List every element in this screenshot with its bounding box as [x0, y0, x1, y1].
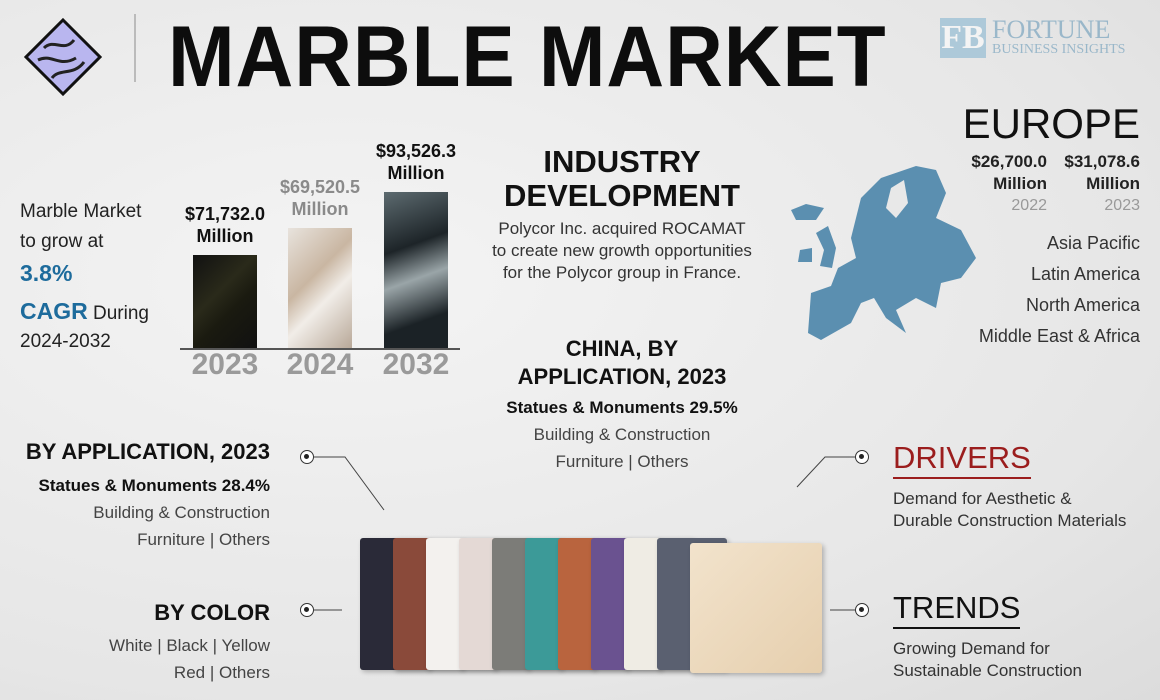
connector-dot: [300, 450, 314, 464]
europe-year: 2022: [1011, 197, 1047, 214]
application-line: Furniture | Others: [137, 530, 270, 549]
growth-line1: Marble Market: [20, 201, 142, 222]
bar-year-label: 2024: [286, 348, 354, 381]
china-title-line2: APPLICATION, 2023: [517, 364, 727, 389]
marble-logo-icon: [23, 17, 103, 101]
header-divider: [134, 14, 136, 82]
bar-value-label: $93,526.3 Million: [361, 140, 471, 184]
bar-2024: [288, 228, 352, 348]
connector-dot: [855, 603, 869, 617]
bar-unit: Million: [196, 226, 254, 246]
europe-title: EUROPE: [962, 100, 1140, 147]
china-line: Furniture | Others: [555, 452, 689, 471]
during-text: During: [93, 303, 149, 324]
drivers-line: Demand for Aesthetic &: [893, 489, 1072, 508]
color-line: Red | Others: [173, 663, 270, 682]
trends-line: Sustainable Construction: [893, 661, 1083, 680]
europe-unit: Million: [993, 174, 1047, 193]
bar-year-label: 2023: [191, 348, 259, 381]
europe-value: $31,078.6: [1064, 152, 1140, 171]
tile: [690, 543, 822, 673]
by-application-title: BY APPLICATION, 2023: [25, 439, 270, 464]
industry-line: Polycor Inc. acquired ROCAMAT: [498, 219, 746, 238]
bar-2023: [193, 255, 257, 348]
bar-value: $93,526.3: [375, 141, 457, 161]
growth-period: 2024-2032: [20, 331, 111, 352]
europe-year: 2023: [1104, 197, 1140, 214]
region-item: Asia Pacific: [1046, 233, 1140, 253]
brand-name: FORTUNE: [992, 15, 1111, 44]
industry-title: INDUSTRY DEVELOPMENT: [462, 145, 782, 213]
by-color-list: White | Black | Yellow Red | Others: [0, 632, 270, 686]
region-item: North America: [1025, 295, 1140, 315]
industry-title-line1: INDUSTRY: [543, 144, 701, 179]
china-text: Statues & Monuments 29.5% Building & Con…: [462, 394, 782, 475]
industry-line: to create new growth opportunities: [492, 241, 752, 260]
region-item: Latin America: [1030, 264, 1140, 284]
china-line: Statues & Monuments 29.5%: [506, 398, 738, 417]
industry-text: Polycor Inc. acquired ROCAMAT to create …: [462, 218, 782, 284]
connector-dot: [855, 450, 869, 464]
bar-year-label: 2032: [382, 348, 450, 381]
bar-baseline: [180, 348, 460, 350]
industry-line: for the Polycor group in France.: [502, 263, 742, 282]
fortune-logo: FB FORTUNE BUSINESS INSIGHTS: [940, 15, 1126, 58]
bar-2032: [384, 192, 448, 348]
cagr-label: CAGR: [20, 298, 88, 324]
bar-value: $71,732.0: [184, 204, 266, 224]
europe-value-2022: $26,700.0 Million 2022: [940, 151, 1047, 217]
bar-value-label: $69,520.5 Million: [265, 176, 375, 220]
connector-dot: [300, 603, 314, 617]
europe-map-icon: [786, 158, 986, 363]
drivers-line: Durable Construction Materials: [893, 511, 1127, 530]
trends-line: Growing Demand for: [893, 639, 1050, 658]
trends-title: TRENDS: [893, 590, 1021, 629]
by-color-title: BY COLOR: [154, 600, 270, 625]
bar-unit: Million: [387, 163, 445, 183]
growth-line2: to grow at: [20, 231, 104, 252]
fb-logo-icon: FB: [940, 18, 986, 58]
bar-value: $69,520.5: [279, 177, 361, 197]
drivers-text: Demand for Aesthetic & Durable Construct…: [893, 488, 1126, 532]
europe-unit: Million: [1086, 174, 1140, 193]
color-line: White | Black | Yellow: [109, 636, 270, 655]
bar-value-label: $71,732.0 Million: [170, 203, 280, 247]
china-title-line1: CHINA, BY: [565, 336, 679, 361]
page-title: MARBLE MARKET: [168, 9, 887, 105]
bar-unit: Million: [291, 199, 349, 219]
application-line: Building & Construction: [93, 503, 270, 522]
europe-value: $26,700.0: [971, 152, 1047, 171]
application-line: Statues & Monuments 28.4%: [38, 476, 270, 495]
trends-text: Growing Demand for Sustainable Construct…: [893, 638, 1082, 682]
china-line: Building & Construction: [533, 425, 711, 444]
europe-value-2023: $31,078.6 Million 2023: [1040, 151, 1140, 217]
region-item: Middle East & Africa: [978, 326, 1140, 346]
brand-subtitle: BUSINESS INSIGHTS: [992, 42, 1126, 57]
by-application-list: Statues & Monuments 28.4% Building & Con…: [0, 472, 270, 553]
cagr-value: 3.8%: [20, 260, 73, 286]
china-title: CHINA, BY APPLICATION, 2023: [462, 335, 782, 391]
drivers-title: DRIVERS: [893, 440, 1031, 479]
industry-title-line2: DEVELOPMENT: [504, 178, 740, 213]
